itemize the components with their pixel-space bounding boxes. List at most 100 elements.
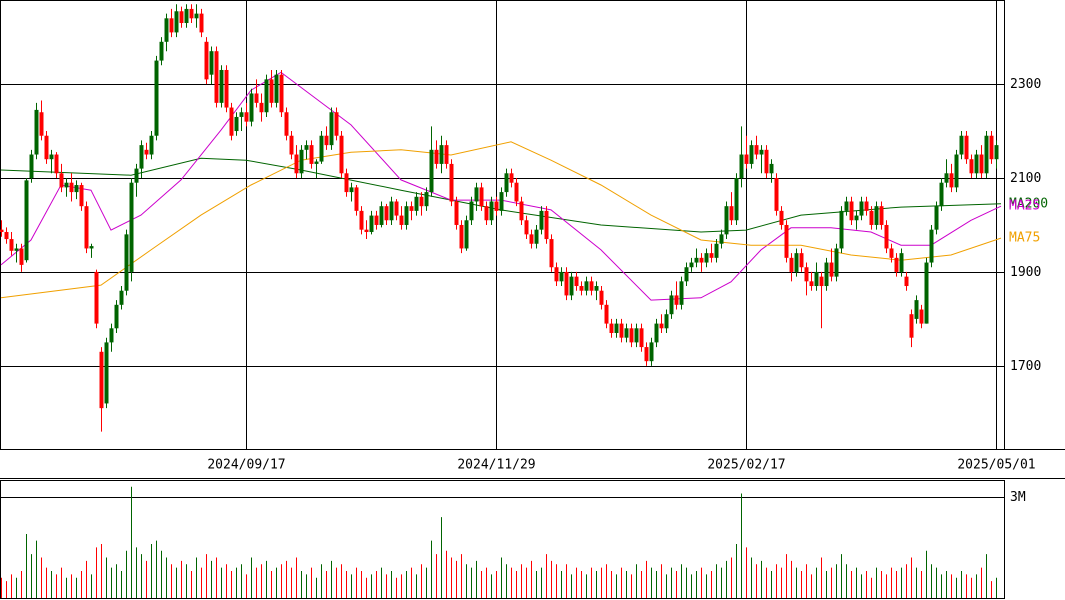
- candle-body: [294, 154, 299, 174]
- candle-body: [669, 295, 674, 315]
- candle-body: [454, 201, 459, 225]
- candle-body: [359, 210, 364, 230]
- candle-body: [589, 281, 594, 291]
- candle-body: [149, 135, 154, 155]
- candle-body: [644, 347, 649, 362]
- candle-body: [409, 206, 414, 211]
- candle-body: [739, 154, 744, 179]
- legend-label: MA75: [1009, 231, 1040, 246]
- candle-body: [134, 168, 139, 183]
- candle-body: [434, 149, 439, 164]
- candle-body: [694, 257, 699, 263]
- candle-body: [689, 262, 694, 268]
- candle-body: [659, 323, 664, 329]
- candle-body: [684, 267, 689, 282]
- candle-body: [139, 145, 144, 169]
- candle-body: [979, 154, 984, 174]
- candle-body: [524, 220, 529, 235]
- candle-body: [319, 135, 324, 162]
- candle-body: [399, 215, 404, 225]
- candle-body: [124, 234, 129, 291]
- candle-body: [4, 232, 9, 240]
- candle-body: [759, 149, 764, 155]
- candle-body: [574, 276, 579, 287]
- y-tick-label: 1700: [1010, 359, 1041, 374]
- candle-body: [964, 135, 969, 160]
- candle-body: [369, 215, 374, 233]
- candle-body: [769, 163, 774, 174]
- candle-body: [284, 112, 289, 136]
- candle-body: [169, 18, 174, 33]
- candle-body: [299, 149, 304, 174]
- candle-body: [309, 145, 314, 164]
- candle-body: [604, 304, 609, 324]
- candle-body: [854, 215, 859, 221]
- candle-body: [874, 206, 879, 225]
- candle-body: [754, 145, 759, 155]
- candle-body: [989, 135, 994, 160]
- candle-body: [54, 154, 59, 174]
- candle-body: [379, 206, 384, 225]
- candle-body: [994, 145, 999, 160]
- candle-body: [929, 229, 934, 263]
- candle-body: [119, 290, 124, 305]
- candle-body: [629, 328, 634, 343]
- candle-body: [289, 135, 294, 155]
- candle-body: [24, 180, 29, 261]
- candle-body: [44, 135, 49, 160]
- x-tick-label: 2025/02/17: [707, 458, 785, 473]
- candle-body: [594, 286, 599, 291]
- candle-body: [969, 159, 974, 174]
- candle-body: [984, 135, 989, 174]
- candle-body: [424, 192, 429, 207]
- candle-body: [699, 257, 704, 263]
- legend-label: MA200: [1009, 196, 1048, 211]
- candle-body: [264, 79, 269, 113]
- candle-body: [609, 323, 614, 333]
- candle-body: [179, 11, 184, 24]
- candle-body: [789, 257, 794, 272]
- candle-body: [579, 286, 584, 291]
- candle-body: [884, 224, 889, 249]
- legend-label: MA25: [1009, 199, 1040, 214]
- candle-body: [449, 163, 454, 202]
- y-tick-label: 3M: [1010, 490, 1026, 505]
- candle-body: [469, 201, 474, 221]
- candle-body: [389, 201, 394, 221]
- candle-body: [104, 342, 109, 404]
- candle-body: [704, 253, 709, 263]
- candle-body: [489, 201, 494, 221]
- candle-body: [974, 154, 979, 174]
- candle-body: [729, 206, 734, 221]
- candle-body: [244, 112, 249, 122]
- candle-body: [504, 173, 509, 193]
- candle-body: [189, 8, 194, 19]
- candle-body: [249, 93, 254, 122]
- candle-body: [719, 234, 724, 244]
- candle-body: [339, 135, 344, 174]
- candle-body: [944, 173, 949, 183]
- candle-body: [619, 323, 624, 338]
- candle-body: [209, 51, 214, 75]
- candle-body: [214, 51, 219, 103]
- candle-body: [219, 69, 224, 103]
- candle-body: [804, 267, 809, 282]
- candle-body: [849, 201, 854, 221]
- candle-body: [419, 196, 424, 207]
- candle-body: [74, 185, 79, 193]
- candle-body: [159, 41, 164, 61]
- candle-body: [464, 220, 469, 249]
- candle-body: [539, 210, 544, 230]
- candle-body: [879, 206, 884, 225]
- candle-body: [334, 112, 339, 136]
- candle-body: [194, 13, 199, 19]
- candle-body: [869, 210, 874, 225]
- candle-body: [79, 185, 84, 207]
- candle-body: [144, 149, 149, 155]
- candle-body: [529, 234, 534, 244]
- candle-body: [404, 206, 409, 225]
- candle-body: [224, 69, 229, 108]
- candle-body: [254, 93, 259, 103]
- candle-body: [939, 182, 944, 207]
- candle-body: [59, 173, 64, 188]
